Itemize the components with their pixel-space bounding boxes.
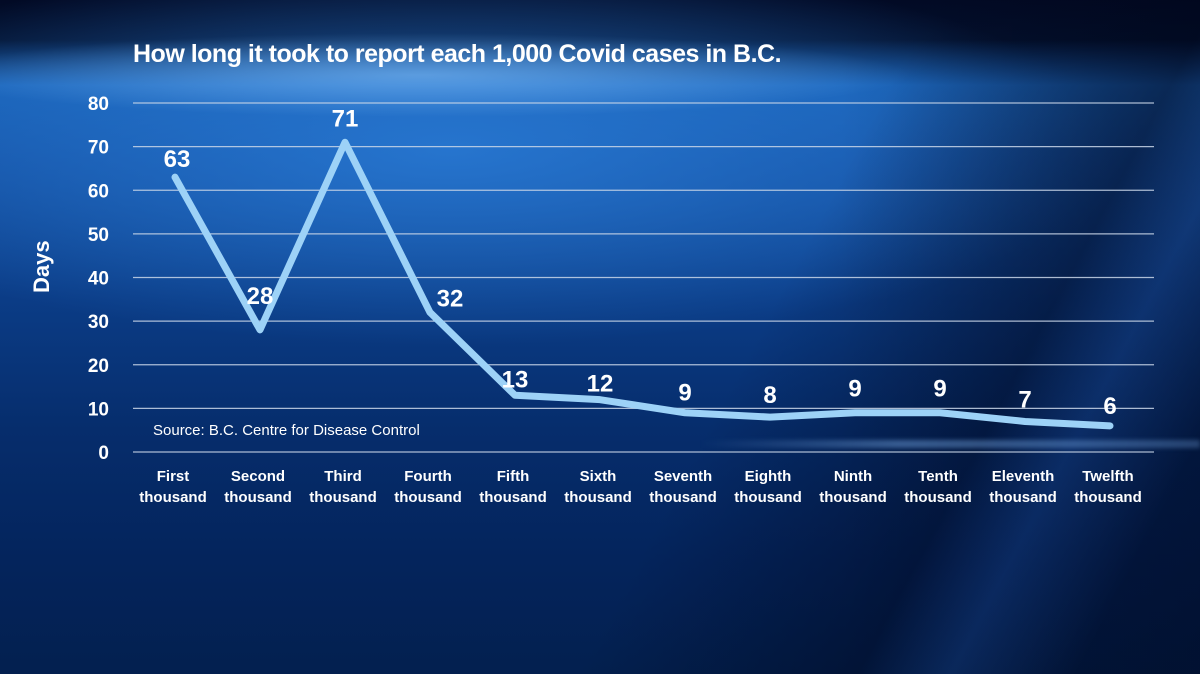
data-label: 32: [437, 285, 464, 312]
data-label: 6: [1103, 393, 1116, 420]
y-tick-label: 10: [88, 399, 109, 420]
x-tick-label: Eleventh thousand: [989, 468, 1057, 506]
x-axis-labels: First thousand Second thousand Third thousand…: [139, 468, 1142, 506]
y-axis-ticks: 0 10 20 30 40 50 60 70 80: [88, 94, 109, 464]
x-tick-label: Twelfth thousand: [1074, 468, 1142, 506]
data-label: 71: [332, 105, 359, 132]
x-tick-label: Seventh thousand: [649, 468, 717, 506]
data-label: 8: [763, 382, 776, 409]
x-tick-label: Eighth thousand: [734, 468, 802, 506]
chart-title: How long it took to report each 1,000 Co…: [133, 40, 782, 68]
data-label: 13: [502, 366, 529, 393]
y-tick-label: 50: [88, 225, 109, 246]
x-tick-label: Fourth thousand: [394, 468, 462, 506]
x-tick-label: Fifth thousand: [479, 468, 547, 506]
y-tick-label: 60: [88, 181, 109, 202]
data-label: 28: [247, 283, 274, 310]
y-tick-label: 30: [88, 312, 109, 333]
data-labels: 63 28 71 32 13 12 9 8 9 9 7 6: [164, 105, 1117, 420]
y-tick-label: 70: [88, 138, 109, 159]
y-tick-label: 0: [98, 443, 109, 464]
data-label: 9: [678, 380, 691, 407]
source-note: Source: B.C. Centre for Disease Control: [153, 422, 420, 439]
x-tick-label: Third thousand: [309, 468, 377, 506]
gridlines: [133, 102, 1154, 453]
data-label: 63: [164, 146, 191, 173]
data-label: 9: [848, 376, 861, 403]
y-tick-label: 40: [88, 269, 109, 290]
data-label: 12: [587, 371, 614, 398]
y-tick-label: 20: [88, 356, 109, 377]
x-tick-label: Sixth thousand: [564, 468, 632, 506]
x-tick-label: Ninth thousand: [819, 468, 887, 506]
x-tick-label: Second thousand: [224, 468, 292, 506]
data-label: 9: [933, 376, 946, 403]
x-tick-label: First thousand: [139, 468, 207, 506]
series-line-days: [171, 138, 1114, 430]
y-tick-label: 80: [88, 94, 109, 115]
x-tick-label: Tenth thousand: [904, 468, 972, 506]
data-label: 7: [1018, 386, 1031, 413]
